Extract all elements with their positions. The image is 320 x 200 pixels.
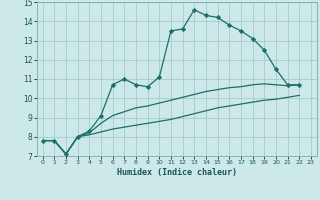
X-axis label: Humidex (Indice chaleur): Humidex (Indice chaleur) — [117, 168, 237, 177]
